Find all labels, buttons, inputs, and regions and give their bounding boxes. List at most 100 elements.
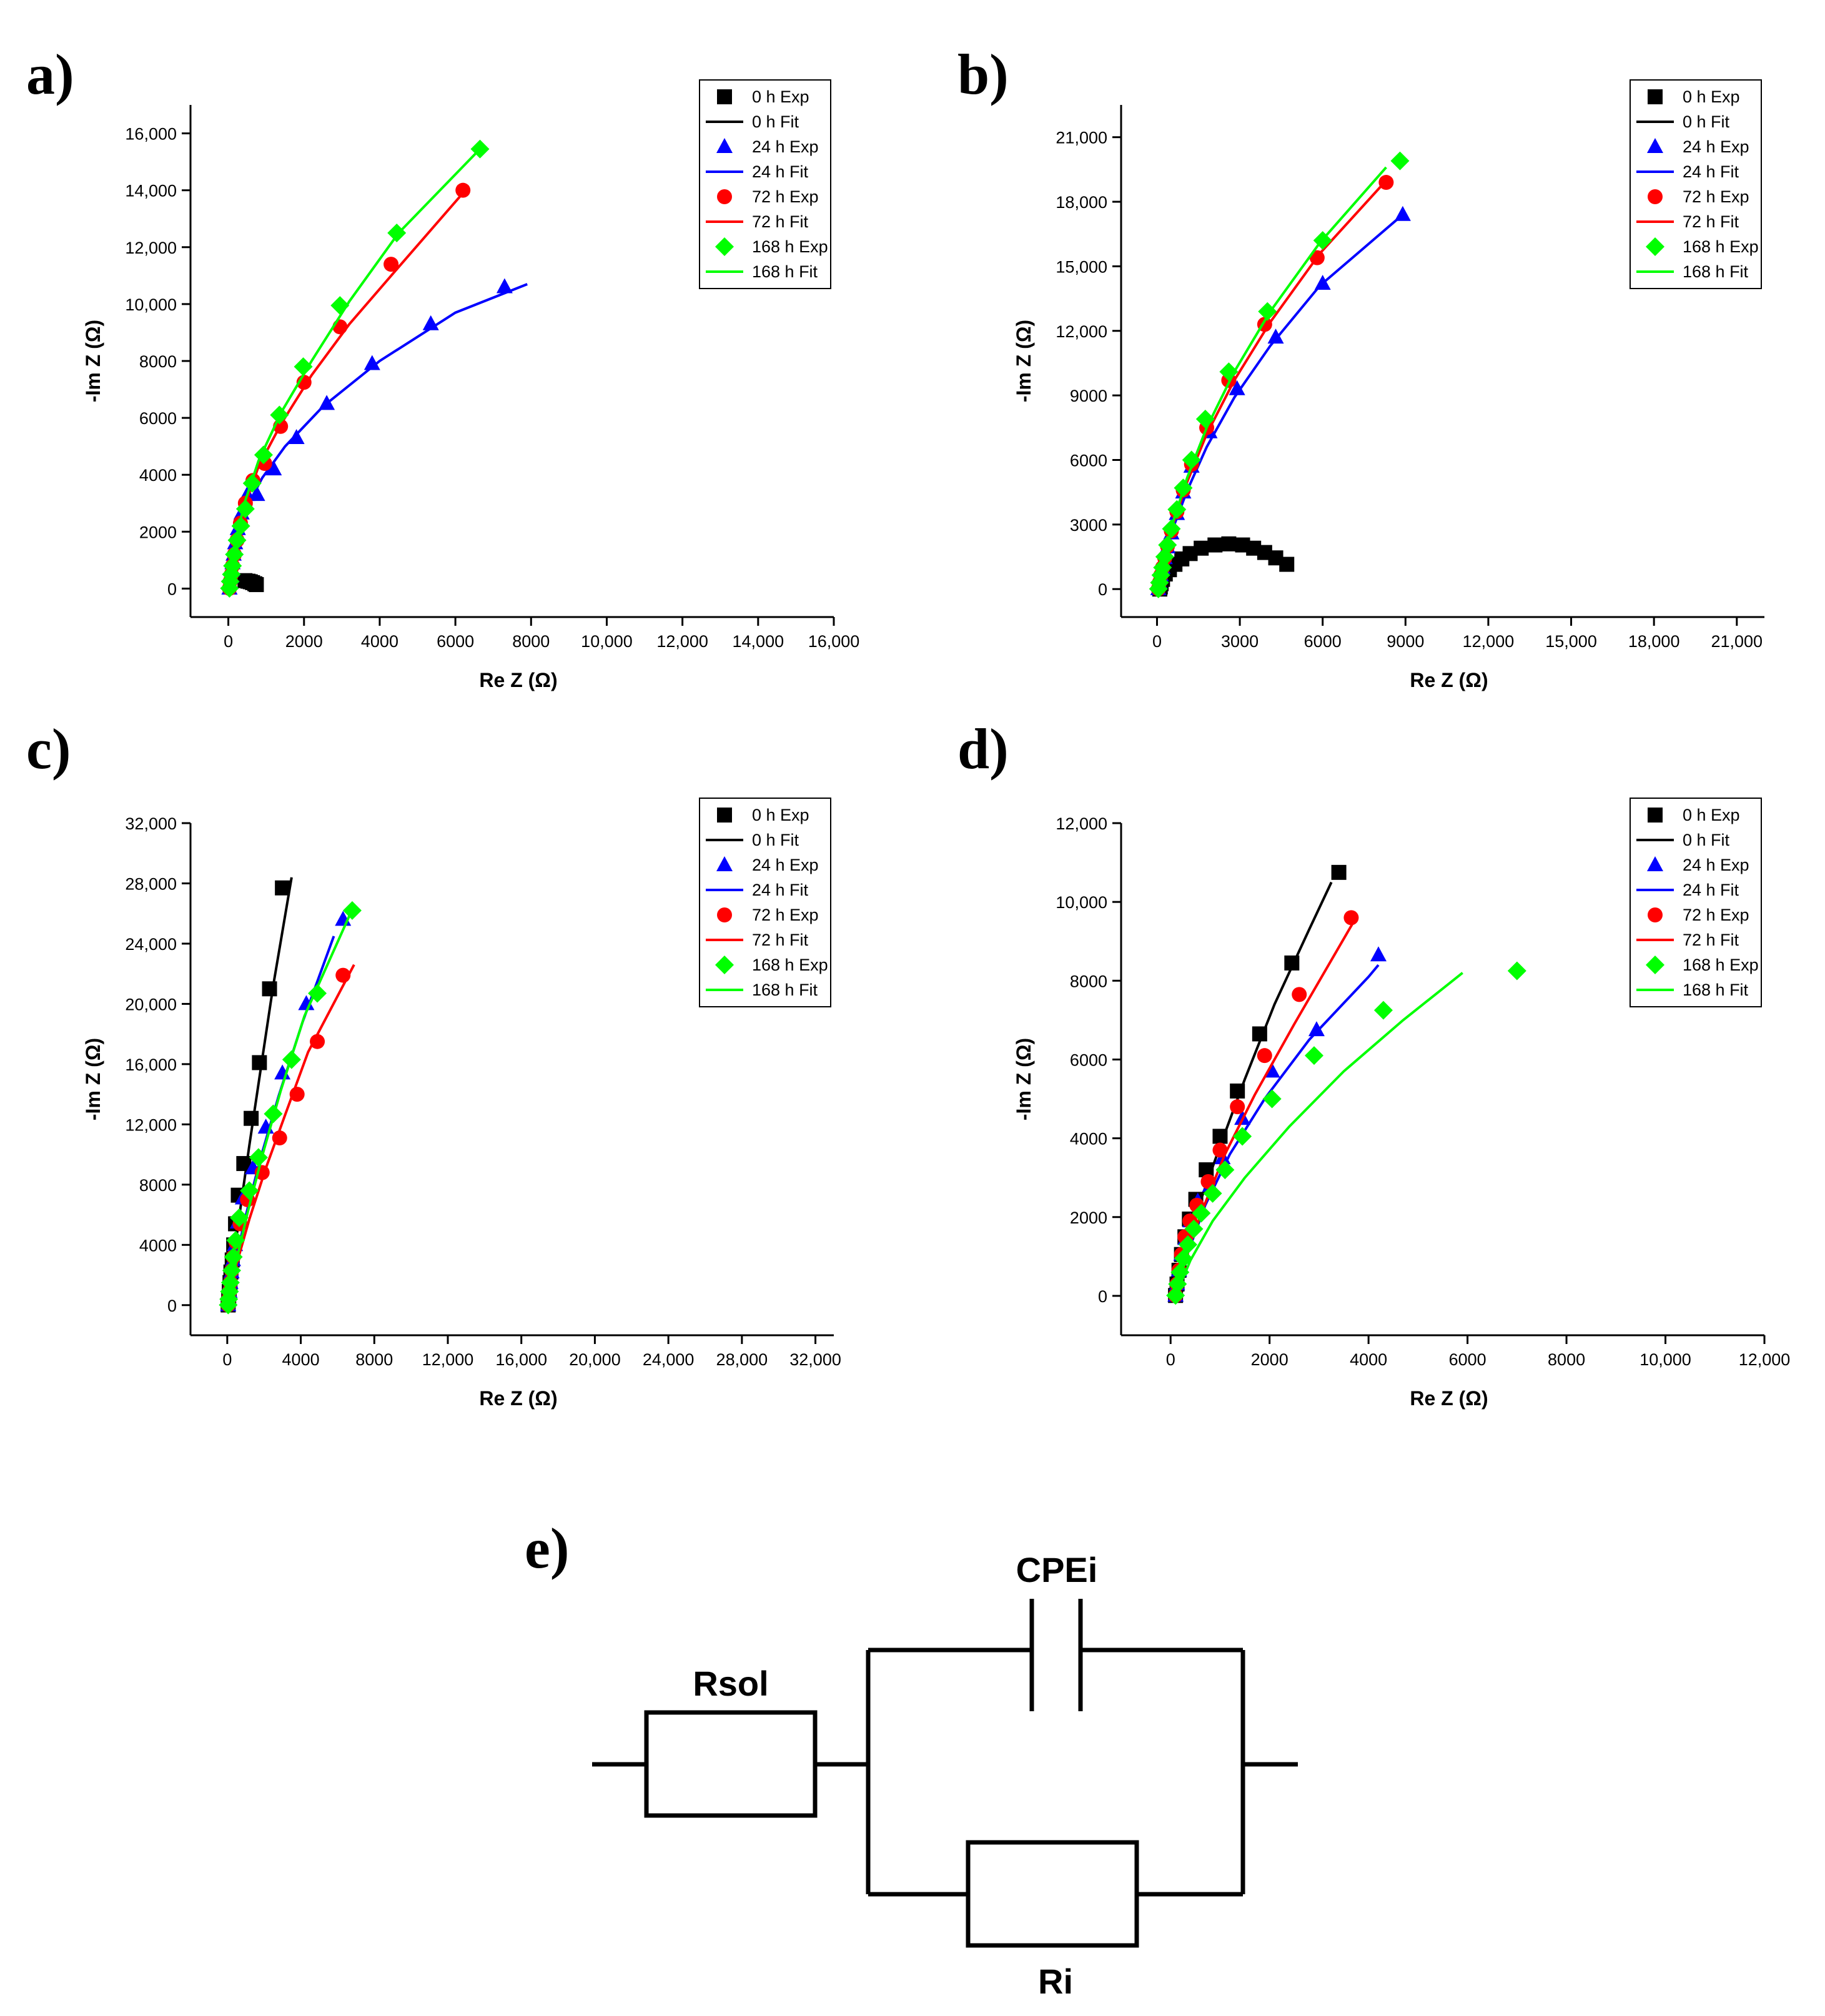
x-tick-label: 4000 <box>361 632 398 651</box>
data-point <box>308 984 327 1003</box>
data-point <box>252 1055 267 1070</box>
legend-label: 0 h Fit <box>752 831 799 849</box>
series-group <box>219 901 362 1315</box>
y-axis-title: -Im Z (Ω) <box>82 1038 104 1120</box>
data-point <box>319 395 335 410</box>
y-tick-label: 8000 <box>139 1176 177 1195</box>
legend: 0 h Exp 0 h Fit 24 h Exp 24 h Fit 72 h Exp 72… <box>1630 79 1762 289</box>
data-point <box>1195 410 1215 429</box>
data-point <box>310 1034 325 1049</box>
data-point <box>272 1130 287 1146</box>
legend-label: 168 h Exp <box>752 956 828 974</box>
legend-marker <box>717 189 732 204</box>
data-point <box>1207 537 1223 553</box>
legend-label: 24 h Fit <box>752 162 809 181</box>
data-point <box>1219 362 1239 382</box>
legend-label: 168 h Exp <box>752 237 828 256</box>
data-point <box>1184 1219 1204 1238</box>
legend: 0 h Exp 0 h Fit 24 h Exp 24 h Fit 72 h Exp 72… <box>1630 798 1762 1007</box>
y-tick-label: 4000 <box>139 1236 177 1255</box>
data-point <box>282 1050 301 1069</box>
y-tick-label: 0 <box>167 580 177 598</box>
y-tick-label: 8000 <box>1070 972 1107 991</box>
y-tick-label: 24,000 <box>125 935 177 954</box>
data-point <box>1308 1021 1325 1037</box>
x-tick-label: 12,000 <box>1463 632 1515 651</box>
y-tick-label: 4000 <box>139 466 177 485</box>
data-point <box>1166 1286 1185 1305</box>
data-point <box>264 1104 283 1124</box>
data-point <box>1314 274 1331 290</box>
legend-label: 0 h Exp <box>752 806 809 824</box>
data-point <box>244 1110 259 1126</box>
data-point <box>1212 1142 1228 1158</box>
data-point <box>1182 450 1201 470</box>
equivalent-circuit: e) Rsol CPEi Ri <box>525 1516 1298 2001</box>
data-point <box>235 499 255 518</box>
x-tick-label: 12,000 <box>1739 1350 1791 1369</box>
x-tick-label: 24,000 <box>643 1350 695 1369</box>
data-point <box>383 257 399 272</box>
data-point <box>1267 329 1284 344</box>
legend-label: 168 h Fit <box>752 981 818 999</box>
x-tick-label: 21,000 <box>1711 632 1763 651</box>
y-tick-label: 20,000 <box>125 995 177 1014</box>
legend-marker <box>1648 89 1663 104</box>
legend-box <box>699 798 831 1007</box>
y-tick-label: 10,000 <box>125 295 177 314</box>
data-point <box>470 139 490 159</box>
legend-label: 168 h Exp <box>1683 956 1759 974</box>
y-tick-label: 12,000 <box>1056 322 1107 341</box>
data-point <box>223 556 242 575</box>
data-point <box>364 355 380 370</box>
data-point <box>1158 535 1177 555</box>
data-point <box>1203 1183 1222 1203</box>
x-tick-label: 32,000 <box>789 1350 841 1369</box>
legend-label: 72 h Exp <box>752 906 819 924</box>
data-point <box>1343 910 1359 926</box>
y-tick-label: 8000 <box>139 352 177 371</box>
rsol-label: Rsol <box>693 1664 768 1703</box>
y-tick-label: 15,000 <box>1056 257 1107 276</box>
y-tick-label: 32,000 <box>125 814 177 833</box>
data-point <box>226 1231 245 1250</box>
legend-label: 72 h Fit <box>1683 931 1739 949</box>
data-point <box>294 357 313 377</box>
x-axis-title: Re Z (Ω) <box>479 1387 557 1410</box>
data-point <box>1309 250 1325 265</box>
x-tick-label: 10,000 <box>581 632 633 651</box>
legend-label: 0 h Exp <box>1683 87 1740 106</box>
legend-box <box>1630 79 1762 289</box>
data-point <box>1262 1089 1282 1109</box>
data-point <box>254 445 273 465</box>
legend-label: 24 h Exp <box>752 137 819 156</box>
data-point <box>422 315 439 330</box>
cpei-label: CPEi <box>1016 1550 1098 1589</box>
legend-marker <box>1647 856 1663 871</box>
data-point <box>220 1273 240 1292</box>
legend-marker <box>1648 808 1663 823</box>
data-point <box>1233 1127 1252 1146</box>
series-group <box>1149 151 1410 598</box>
fit-line <box>1174 972 1463 1297</box>
y-tick-label: 12,000 <box>125 239 177 257</box>
data-point <box>249 486 265 502</box>
data-point <box>270 405 289 425</box>
y-tick-label: 0 <box>1098 1287 1107 1306</box>
x-tick-label: 12,000 <box>656 632 708 651</box>
data-point <box>1264 1062 1280 1078</box>
data-point <box>222 1261 241 1280</box>
legend-label: 24 h Exp <box>752 856 819 874</box>
legend-marker <box>715 956 734 974</box>
legend-box <box>1630 798 1762 1007</box>
x-tick-label: 20,000 <box>569 1350 621 1369</box>
y-tick-label: 12,000 <box>125 1115 177 1134</box>
data-point <box>1170 1263 1190 1282</box>
data-point <box>1370 946 1387 962</box>
data-point <box>262 981 277 997</box>
y-tick-label: 0 <box>167 1297 177 1315</box>
data-point <box>249 1148 268 1167</box>
x-tick-label: 2000 <box>285 632 323 651</box>
x-tick-label: 4000 <box>282 1350 320 1369</box>
y-tick-label: 2000 <box>1070 1208 1107 1227</box>
